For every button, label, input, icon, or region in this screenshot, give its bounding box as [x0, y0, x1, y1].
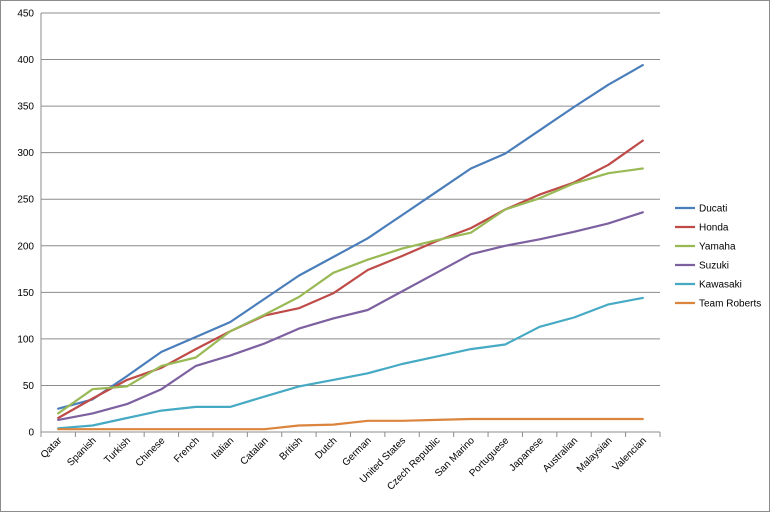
x-tick-label: German — [340, 435, 373, 468]
x-axis-tick-labels: Qatar Spanish Turkish Chinese French Italian C… — [39, 435, 649, 493]
legend-label: Ducati — [699, 204, 727, 215]
x-tick-label: Turkish — [102, 435, 133, 466]
series-line-yamaha — [57, 167, 644, 415]
x-tick-label: Valencian — [611, 435, 649, 473]
legend-entry: Honda — [675, 223, 729, 234]
y-tick-label: 50 — [23, 381, 35, 392]
legend-label: Kawasaki — [699, 280, 742, 291]
y-tick-label: 400 — [17, 55, 34, 66]
x-tick-label: Spanish — [65, 435, 98, 468]
x-tick-label: Italian — [210, 435, 237, 462]
gridlines — [40, 12, 661, 437]
legend-entry: Kawasaki — [675, 280, 742, 291]
x-tick-label: Chinese — [134, 435, 168, 469]
legend-entry: Yamaha — [675, 242, 736, 253]
legend-label: Team Roberts — [699, 299, 761, 310]
x-tick-label: Australian — [541, 435, 580, 474]
x-tick-label: French — [172, 435, 202, 465]
y-axis-tick-labels: 0 50 100 150 200 250 300 350 400 450 — [17, 9, 34, 439]
y-tick-label: 150 — [17, 288, 34, 299]
series-line-kawasaki — [57, 296, 644, 430]
legend-label: Honda — [699, 223, 729, 234]
legend-label: Suzuki — [699, 261, 729, 272]
x-tick-label: Malaysian — [575, 435, 615, 475]
y-tick-label: 350 — [17, 102, 34, 113]
y-tick-label: 0 — [28, 428, 34, 439]
series-line-ducati — [57, 63, 644, 410]
legend-entry: Ducati — [675, 204, 727, 215]
y-tick-label: 450 — [17, 9, 34, 20]
y-tick-label: 300 — [17, 148, 34, 159]
y-tick-label: 250 — [17, 195, 34, 206]
y-tick-label: 100 — [17, 334, 34, 345]
x-tick-label: Dutch — [313, 435, 339, 461]
x-tick-label: Catalan — [238, 435, 270, 467]
x-tick-label: British — [278, 435, 305, 462]
x-tick-label: Qatar — [39, 435, 65, 461]
legend: Ducati Honda Yamaha Suzuki Kawasaki Team Robe… — [675, 204, 761, 310]
series-line-suzuki — [57, 211, 644, 421]
x-tick-label: Japanese — [507, 435, 546, 474]
y-tick-label: 200 — [17, 241, 34, 252]
legend-entry: Suzuki — [675, 261, 729, 272]
series-line-team-roberts — [57, 417, 644, 431]
legend-entry: Team Roberts — [675, 299, 761, 310]
legend-label: Yamaha — [699, 242, 736, 253]
series-lines — [57, 63, 644, 431]
